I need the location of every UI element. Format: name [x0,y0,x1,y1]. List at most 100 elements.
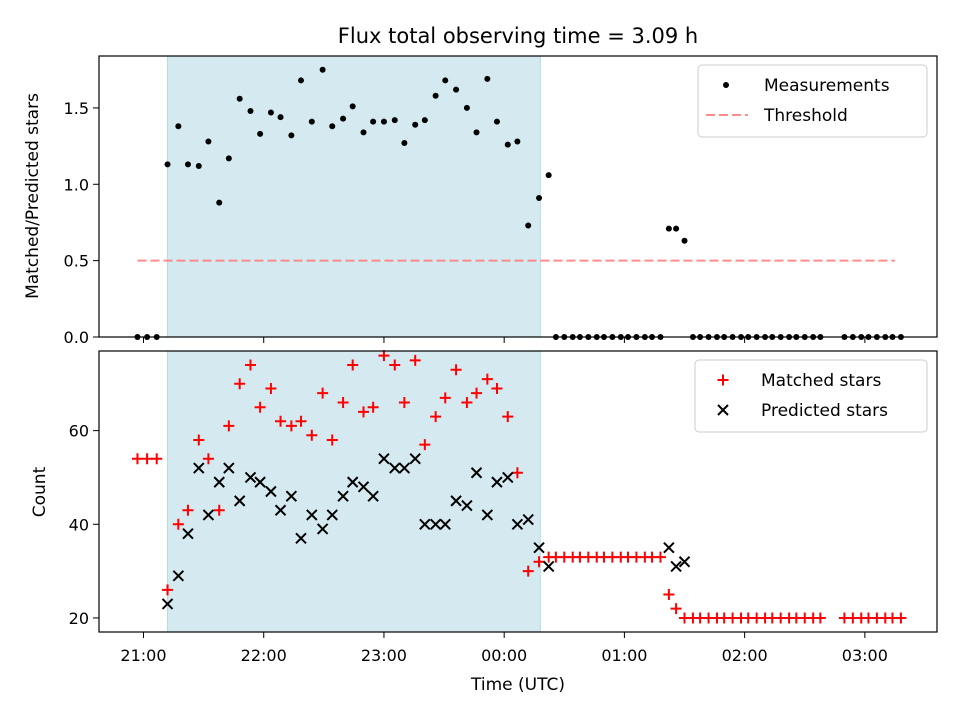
data-point [533,556,545,568]
data-point [358,406,370,418]
data-point [357,481,370,493]
data-point [319,66,326,73]
x-tick-label: 01:00 [601,646,647,665]
data-point [419,518,431,530]
data-point [473,129,480,136]
data-point [184,161,191,168]
x-axis-label: Time (UTC) [470,675,565,695]
data-point [223,420,235,432]
data-point [511,518,524,530]
data-point [409,354,421,366]
data-point [267,109,274,116]
data-point [670,603,682,615]
data-point [450,364,462,376]
data-point [337,397,349,409]
data-point [193,434,205,446]
data-point [277,114,284,121]
data-point [442,77,449,84]
data-point [285,420,297,432]
data-point [317,387,329,399]
data-point [481,509,494,521]
x-tick-label: 02:00 [722,646,768,665]
y-axis-label-bottom: Count [30,466,50,517]
x-tick-label: 23:00 [361,646,407,665]
data-point [681,237,688,244]
data-point [346,476,359,488]
x-tick-label: 03:00 [842,646,888,665]
data-point [491,476,503,488]
data-point [295,415,307,427]
data-point [236,95,243,102]
data-point [522,513,534,526]
x-tick-label: 21:00 [120,646,166,665]
data-point [504,141,511,148]
data-point [193,462,205,474]
data-point [461,499,473,512]
y-tick-label: 40 [69,515,89,534]
data-point [401,140,408,147]
data-point [545,172,552,179]
data-point [329,123,336,130]
data-point [316,523,329,535]
data-point [493,118,500,125]
data-point [205,138,212,145]
data-point [195,162,202,169]
legend-label: Matched stars [761,371,881,391]
data-point [398,397,410,409]
data-point [439,392,451,404]
legend-label: Predicted stars [761,401,888,421]
legend-marker [717,374,729,386]
count-panel: 20 40 60 21:00 22:00 23:00 00:00 01:00 02:00 03:0… [69,350,938,665]
y-tick-label: 0.0 [64,328,89,347]
data-point [412,121,419,128]
x-tick-label: 00:00 [481,646,527,665]
data-point [295,532,307,545]
data-point [481,373,493,385]
y-tick-label: 0.5 [64,252,89,271]
data-point [502,471,514,484]
data-point [673,225,680,232]
data-point [471,387,483,399]
data-point [491,382,503,394]
data-point [202,453,214,465]
data-point [182,527,194,540]
data-point [502,411,514,423]
axes-frame [98,350,938,633]
data-point [654,551,666,563]
legend-box [697,64,928,138]
data-point [265,382,277,394]
data-point [254,476,266,488]
data-point [288,132,295,139]
data-point [257,130,264,137]
data-point [347,359,359,371]
data-point [389,359,401,371]
legend-label: Threshold [763,106,848,126]
data-point [285,490,298,502]
legend-box [694,359,928,433]
data-point [463,104,470,111]
data-point [678,556,691,568]
data-point [378,350,390,362]
data-point [398,462,411,474]
data-point [484,75,491,82]
data-point [340,115,347,122]
data-point [175,123,182,130]
observing-window [167,350,541,633]
data-point [306,429,318,441]
data-point [162,584,174,596]
data-point [202,509,215,521]
data-point [470,467,483,479]
data-point [308,118,315,125]
data-point [536,195,543,202]
data-point [814,612,826,624]
data-point [439,518,451,530]
data-point [542,560,555,573]
data-point [421,117,428,124]
legend-marker [723,82,729,88]
data-point [391,117,398,124]
data-point [453,86,460,93]
data-point [663,541,675,554]
data-point [233,495,246,507]
data-point [419,439,431,451]
